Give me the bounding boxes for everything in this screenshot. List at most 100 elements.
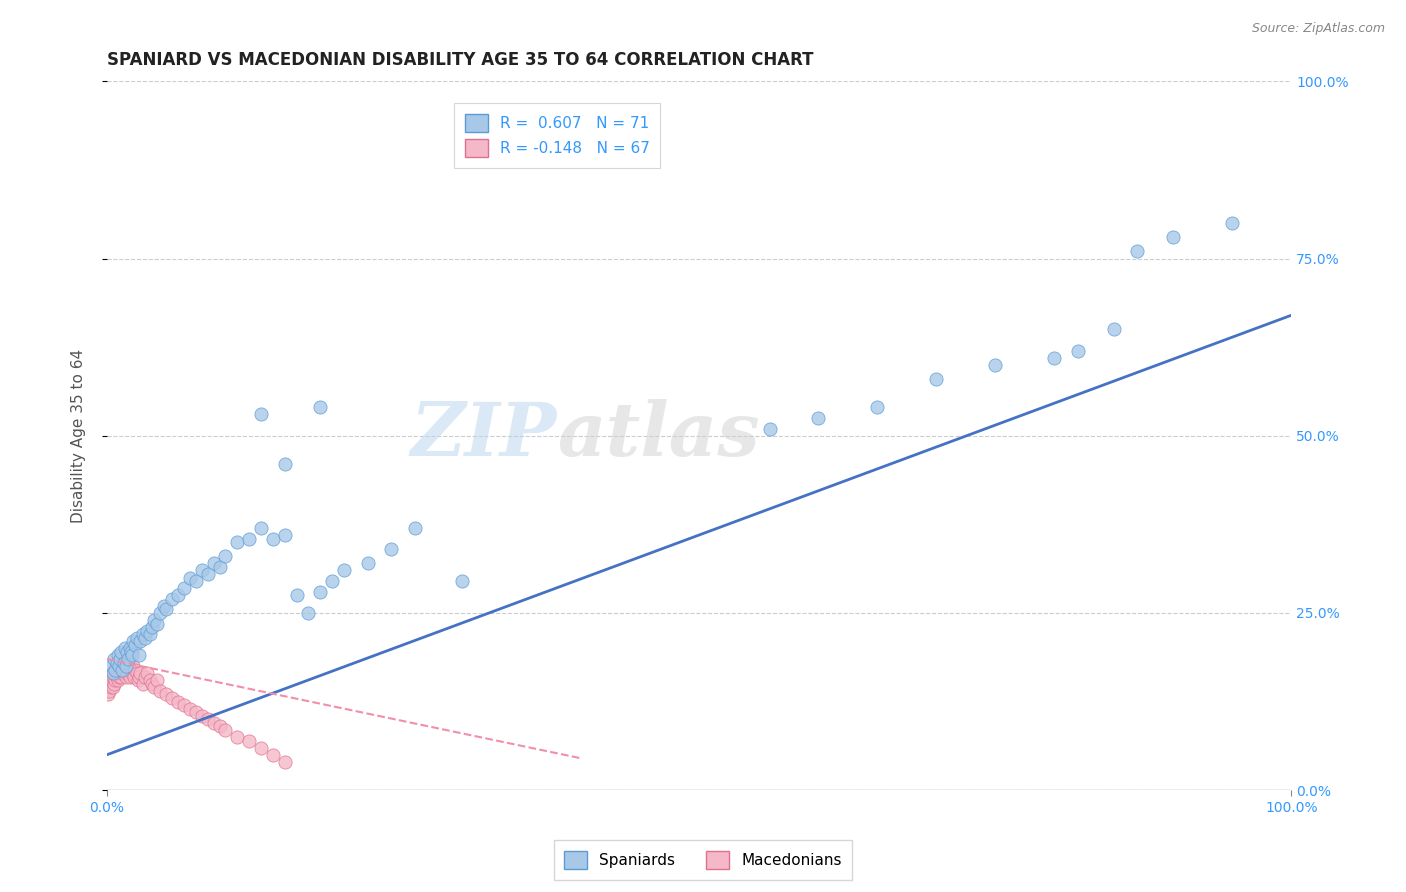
Point — [121, 648, 143, 663]
Point — [121, 666, 143, 681]
Y-axis label: Disability Age 35 to 64: Disability Age 35 to 64 — [72, 349, 86, 523]
Point — [184, 574, 207, 588]
Point — [155, 688, 177, 702]
Point — [297, 606, 319, 620]
Point — [807, 411, 830, 425]
Point — [250, 521, 273, 535]
Point — [103, 677, 125, 691]
Point — [333, 563, 356, 577]
Point — [143, 613, 166, 627]
Point — [112, 663, 135, 677]
Text: atlas: atlas — [557, 400, 759, 472]
Point — [155, 602, 177, 616]
Point — [208, 719, 231, 733]
Point — [100, 659, 122, 673]
Point — [149, 684, 172, 698]
Point — [101, 666, 124, 681]
Point — [108, 659, 131, 673]
Point — [285, 588, 308, 602]
Point — [105, 659, 128, 673]
Text: SPANIARD VS MACEDONIAN DISABILITY AGE 35 TO 64 CORRELATION CHART: SPANIARD VS MACEDONIAN DISABILITY AGE 35… — [107, 51, 814, 69]
Point — [118, 641, 141, 656]
Point — [118, 670, 141, 684]
Point — [143, 681, 166, 695]
Point — [128, 670, 150, 684]
Legend: R =  0.607   N = 71, R = -0.148   N = 67: R = 0.607 N = 71, R = -0.148 N = 67 — [454, 103, 661, 168]
Point — [179, 701, 201, 715]
Point — [128, 648, 150, 663]
Point — [451, 574, 474, 588]
Point — [1161, 230, 1184, 244]
Point — [104, 663, 127, 677]
Point — [250, 408, 273, 422]
Point — [129, 634, 152, 648]
Point — [100, 670, 122, 684]
Point — [184, 705, 207, 719]
Point — [127, 673, 149, 688]
Point — [134, 631, 156, 645]
Point — [146, 616, 169, 631]
Point — [125, 666, 148, 681]
Point — [404, 521, 426, 535]
Point — [179, 570, 201, 584]
Point — [101, 681, 124, 695]
Point — [103, 652, 125, 666]
Point — [98, 677, 121, 691]
Point — [122, 659, 145, 673]
Point — [138, 673, 160, 688]
Point — [1220, 216, 1243, 230]
Point — [124, 670, 146, 684]
Point — [250, 740, 273, 755]
Point — [108, 659, 131, 673]
Point — [111, 659, 134, 673]
Point — [226, 535, 249, 549]
Point — [146, 673, 169, 688]
Point — [173, 698, 195, 712]
Point — [141, 620, 163, 634]
Point — [120, 663, 142, 677]
Point — [356, 557, 378, 571]
Point — [115, 666, 138, 681]
Point — [108, 666, 131, 681]
Point — [115, 663, 138, 677]
Point — [173, 581, 195, 595]
Point — [108, 652, 131, 666]
Point — [97, 688, 120, 702]
Point — [129, 666, 152, 681]
Point — [104, 663, 127, 677]
Text: ZIP: ZIP — [411, 400, 557, 472]
Point — [110, 645, 132, 659]
Point — [107, 673, 129, 688]
Point — [153, 599, 176, 613]
Point — [103, 666, 125, 681]
Point — [262, 747, 284, 762]
Point — [115, 670, 138, 684]
Point — [114, 666, 136, 681]
Point — [131, 627, 153, 641]
Point — [112, 656, 135, 670]
Point — [100, 681, 122, 695]
Point — [208, 560, 231, 574]
Point — [108, 670, 131, 684]
Point — [925, 372, 948, 386]
Point — [238, 532, 260, 546]
Point — [105, 656, 128, 670]
Point — [866, 401, 889, 415]
Point — [110, 670, 132, 684]
Point — [759, 422, 782, 436]
Point — [117, 652, 139, 666]
Point — [124, 638, 146, 652]
Point — [191, 708, 214, 723]
Point — [114, 659, 136, 673]
Point — [321, 574, 343, 588]
Point — [111, 666, 134, 681]
Point — [125, 631, 148, 645]
Point — [134, 670, 156, 684]
Point — [105, 670, 128, 684]
Point — [262, 532, 284, 546]
Point — [273, 528, 295, 542]
Point — [124, 663, 146, 677]
Point — [136, 666, 159, 681]
Point — [112, 656, 135, 670]
Point — [111, 663, 134, 677]
